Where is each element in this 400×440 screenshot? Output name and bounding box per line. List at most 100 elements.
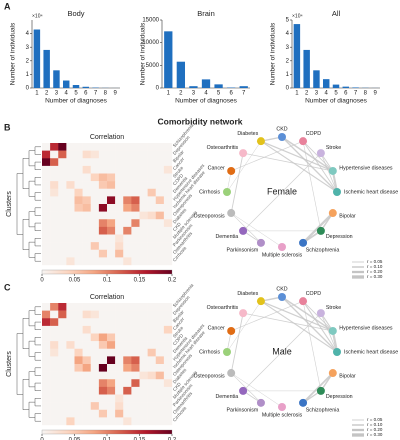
heat-cell <box>147 158 156 167</box>
heat-cell <box>123 341 132 349</box>
network-edge <box>302 372 334 404</box>
heat-cell <box>42 333 51 342</box>
heat-cell <box>115 409 124 418</box>
heat-cell <box>147 348 156 357</box>
axis-multiplier: ×10⁴ <box>292 13 303 19</box>
heat-cell <box>123 325 132 334</box>
heat-cell <box>131 165 140 174</box>
bar <box>164 31 173 88</box>
heat-cell <box>155 333 165 342</box>
heat-cell <box>163 211 173 220</box>
legend-label: r = 0.30 <box>367 432 383 437</box>
heat-cell <box>98 341 108 349</box>
heat-cell <box>90 219 100 228</box>
network-edge <box>226 301 262 353</box>
heat-cell <box>163 242 173 250</box>
heat-cell <box>50 356 59 365</box>
heat-cell <box>42 348 51 357</box>
network-node <box>278 403 286 411</box>
heat-cell <box>147 325 156 334</box>
heat-cell <box>155 394 165 403</box>
heat-cell <box>98 364 108 372</box>
node-label: Ischemic heart disease <box>344 349 398 355</box>
heat-cell <box>163 188 173 197</box>
heat-cell <box>107 242 116 250</box>
heat-cell <box>90 394 100 403</box>
network-edge <box>281 136 338 193</box>
dendrogram <box>34 222 41 231</box>
heat-cell <box>42 394 51 403</box>
legend-label: r = 0.20 <box>367 427 383 432</box>
heat-cell <box>90 257 100 266</box>
heat-cell <box>98 325 108 334</box>
heat-cell <box>42 143 51 151</box>
heat-cell <box>147 394 156 403</box>
heat-cell <box>74 181 83 189</box>
node-label: Schizophrenia <box>306 248 340 254</box>
heat-cell <box>98 303 108 311</box>
heat-cell <box>163 325 173 334</box>
heat-cell <box>66 165 75 174</box>
node-label: CKD <box>276 286 287 292</box>
heat-cell <box>74 364 83 372</box>
dendrogram <box>34 321 41 330</box>
heat-cell <box>123 219 132 228</box>
heat-cell <box>90 333 100 342</box>
heat-cell <box>74 341 83 349</box>
dendrogram <box>28 401 35 418</box>
heat-cell <box>42 364 51 372</box>
heat-cell <box>90 204 100 212</box>
heat-cell <box>50 386 59 395</box>
heat-cell <box>147 310 156 319</box>
node-label: Parkinsonism <box>226 248 258 254</box>
heat-cell <box>98 318 108 327</box>
dendrogram <box>34 306 41 315</box>
x-tick-label: 6 <box>84 91 88 97</box>
bar <box>82 86 90 88</box>
heat-cell <box>139 219 148 228</box>
heat-cell <box>74 303 83 311</box>
heat-cell <box>139 165 148 174</box>
network-node <box>227 166 236 175</box>
colorbar-tick-label: 0.1 <box>103 438 112 440</box>
heat-cell <box>58 173 67 182</box>
colorbar-tick-label: 0.2 <box>168 438 177 440</box>
heat-cell <box>163 379 173 388</box>
heat-cell <box>82 242 91 250</box>
heat-cell <box>90 409 100 418</box>
row-label: CKD <box>172 221 183 232</box>
heat-cell <box>131 219 140 228</box>
heat-cell <box>50 409 59 418</box>
heat-cell <box>163 257 173 266</box>
heat-cell <box>74 394 83 403</box>
heat-cell <box>147 234 156 243</box>
heat-cell <box>139 379 148 388</box>
heat-cell <box>107 150 116 159</box>
heat-cell <box>139 386 148 395</box>
network-edge <box>281 296 338 353</box>
heat-cell <box>139 371 148 380</box>
network-edge <box>260 140 334 172</box>
heat-cell <box>123 242 132 250</box>
heat-cell <box>123 364 132 372</box>
heat-cell <box>139 226 148 235</box>
heat-cell <box>107 158 116 167</box>
heat-cell <box>66 150 75 159</box>
heat-cell <box>131 364 140 372</box>
heat-cell <box>42 402 51 410</box>
heat-cell <box>115 165 124 174</box>
heat-cell <box>107 325 116 334</box>
network-edge <box>243 152 333 172</box>
dendrogram <box>28 371 35 388</box>
dendrogram <box>34 337 41 346</box>
heat-cell <box>123 188 132 197</box>
heat-cell <box>147 150 156 159</box>
heat-cell <box>42 173 51 182</box>
chart-title: Correlation <box>90 134 124 141</box>
heat-cell <box>123 318 132 327</box>
heat-cell <box>155 348 165 357</box>
heat-cell <box>98 249 108 258</box>
bar <box>53 70 60 88</box>
x-tick-label: 3 <box>315 91 319 97</box>
network-edge <box>231 372 283 408</box>
